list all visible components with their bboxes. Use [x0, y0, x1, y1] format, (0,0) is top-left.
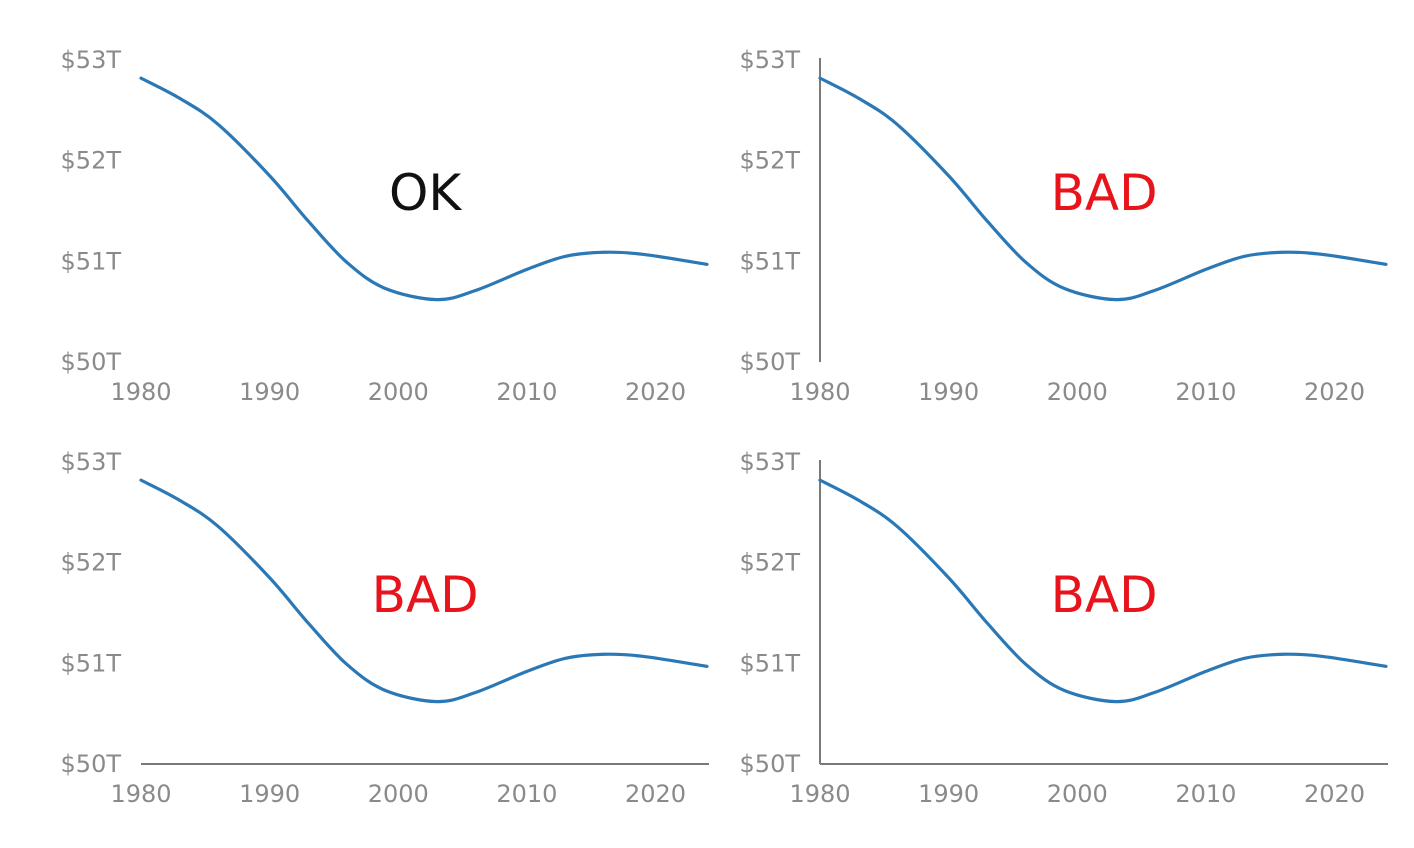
y-tick-label: $52T [61, 549, 122, 577]
x-tick-label: 1980 [789, 378, 850, 406]
y-tick-label: $51T [61, 247, 122, 275]
x-tick-label: 2000 [368, 780, 429, 808]
series-line [139, 478, 709, 704]
y-tick-label: $52T [740, 147, 801, 175]
y-tick-label: $51T [740, 649, 801, 677]
y-tick-label: $52T [61, 147, 122, 175]
x-tick-label: 2010 [1175, 780, 1236, 808]
y-tick-label: $51T [61, 649, 122, 677]
series-line [139, 76, 709, 302]
y-tick-label: $53T [740, 448, 801, 476]
x-tick-label: 2020 [1304, 780, 1365, 808]
x-tick-label: 1990 [918, 378, 979, 406]
series-line [818, 478, 1388, 704]
x-tick-label: 2000 [368, 378, 429, 406]
y-tick-label: $50T [740, 750, 801, 778]
verdict-label: BAD [372, 566, 479, 624]
chart-panel: $50T $51T $52T $53T 1980 1990 2000 2010 2020 OK [61, 46, 709, 406]
x-tick-label: 1990 [918, 780, 979, 808]
x-tick-label: 1990 [239, 780, 300, 808]
y-tick-label: $50T [740, 348, 801, 376]
x-tick-label: 2020 [1304, 378, 1365, 406]
chart-panel: $50T $51T $52T $53T 1980 1990 2000 2010 2020 BAD [740, 448, 1388, 808]
chart-panel: $50T $51T $52T $53T 1980 1990 2000 2010 2020 BAD [61, 448, 709, 808]
x-tick-label: 2020 [625, 378, 686, 406]
x-tick-label: 2000 [1047, 780, 1108, 808]
verdict-label: BAD [1051, 566, 1158, 624]
x-tick-label: 2010 [496, 780, 557, 808]
chart-panel: $50T $51T $52T $53T 1980 1990 2000 2010 2020 BAD [740, 46, 1388, 406]
verdict-label: OK [389, 164, 462, 222]
x-tick-label: 2010 [1175, 378, 1236, 406]
x-tick-label: 2010 [496, 378, 557, 406]
x-tick-label: 2020 [625, 780, 686, 808]
y-tick-label: $53T [61, 448, 122, 476]
y-tick-label: $50T [61, 750, 122, 778]
y-tick-label: $51T [740, 247, 801, 275]
x-tick-label: 1980 [110, 780, 171, 808]
series-line [818, 76, 1388, 302]
x-tick-label: 1980 [789, 780, 850, 808]
verdict-label: BAD [1051, 164, 1158, 222]
y-tick-label: $53T [740, 46, 801, 74]
x-tick-label: 1990 [239, 378, 300, 406]
x-tick-label: 2000 [1047, 378, 1108, 406]
y-tick-label: $53T [61, 46, 122, 74]
x-tick-label: 1980 [110, 378, 171, 406]
y-tick-label: $52T [740, 549, 801, 577]
y-tick-label: $50T [61, 348, 122, 376]
